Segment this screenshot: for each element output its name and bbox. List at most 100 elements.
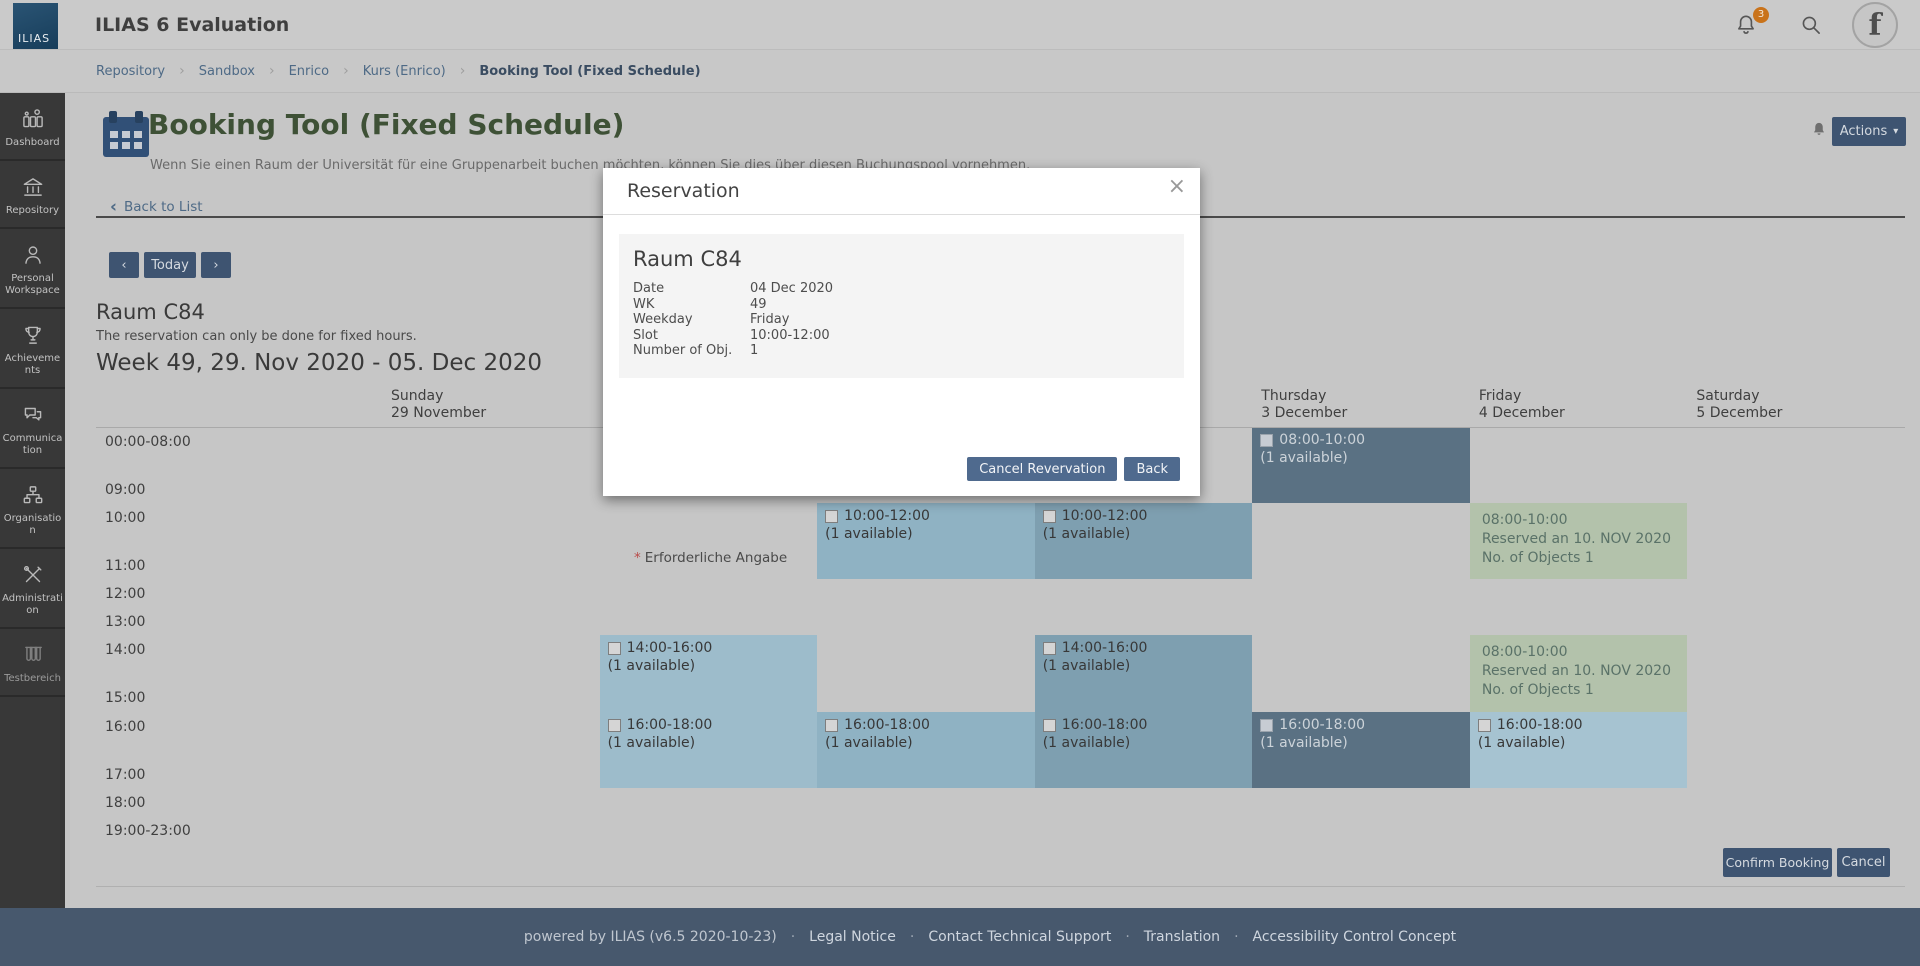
sidebar-item-dashboard[interactable]: Dashboard [0,93,65,161]
slot-time-label: 08:00-10:00 [1279,432,1366,448]
grid-corner-cell [96,386,382,427]
modal-field-row: WK 49 [633,297,1170,313]
slot-dark[interactable]: 16:00-18:00 (1 available) [1252,712,1470,788]
breadcrumb-link[interactable]: Repository [96,63,166,79]
slot-deep[interactable]: 16:00-18:00 (1 available) [1034,712,1253,788]
confirm-booking-button[interactable]: Confirm Booking [1723,848,1832,877]
day-name: Saturday [1696,388,1760,404]
sidebar-item-achievements[interactable]: Achievements [0,309,65,389]
breadcrumb-link[interactable]: Sandbox [198,63,255,79]
sidebar-item-testbereich[interactable]: Testbereich [0,629,65,697]
back-to-list-link[interactable]: ‹ Back to List [110,198,203,215]
modal-field-label: Number of Obj. [633,343,733,358]
slot-checkbox[interactable] [1042,641,1056,655]
slot-time-label: 16:00-18:00 [1279,717,1366,733]
slot-line: 08:00-10:00 [1481,644,1568,660]
slot-checkbox[interactable] [1042,718,1056,732]
slot-medium[interactable]: 10:00-12:00 (1 available) [817,503,1035,579]
slot-label-row: 08:00-10:00 [1260,432,1462,448]
slot-checkbox[interactable] [1260,433,1274,447]
page-title: Booking Tool (Fixed Schedule) [148,108,625,141]
slot-checkbox[interactable] [1477,718,1491,732]
cancel-reservation-button[interactable]: Cancel Revervation [967,457,1118,481]
breadcrumb-separator-icon: › [268,63,275,79]
room-note: The reservation can only be done for fix… [96,329,417,344]
sidebar-item-label: Testbereich [4,673,61,684]
slot-checkbox[interactable] [1042,509,1056,523]
sidebar-item-communication[interactable]: Communication [0,389,65,469]
time-label: 18:00 [105,795,146,811]
slot-deep[interactable]: 10:00-12:00 (1 available) [1034,503,1253,579]
actions-button[interactable]: Actions ▾ [1832,117,1906,146]
slot-medium[interactable]: 16:00-18:00 (1 available) [817,712,1035,788]
sidebar-item-label: Repository [5,205,60,216]
caret-down-icon: ▾ [1893,126,1899,137]
slot-checkbox[interactable] [825,509,839,523]
sidebar-item-administration[interactable]: Administration [0,549,65,629]
footer-separator: · [1125,929,1130,945]
modal-field-label: Slot [633,327,658,343]
slot-checkbox[interactable] [607,718,621,732]
slot-checkbox[interactable] [1260,718,1274,732]
slot-line: Reserved an 10. NOV 2020 [1481,663,1671,679]
footer-separator: · [790,929,796,945]
slot-time-label: 16:00-18:00 [844,717,930,733]
day-header: Sunday 29 November [382,386,600,427]
communication-icon [2,402,63,428]
slot-time-label: 16:00-18:00 [1496,717,1583,733]
object-notification-bell-icon[interactable] [1809,120,1829,140]
day-header: Saturday 5 December [1687,386,1905,427]
slot-checkbox[interactable] [825,718,839,732]
sidebar-item-label: Achievements [4,353,61,376]
close-icon[interactable]: × [1167,174,1186,199]
search-icon[interactable] [1798,12,1824,38]
modal-header: Reservation [603,168,1200,215]
back-button[interactable]: Back [1124,457,1180,481]
slot-availability: (1 available) [607,658,696,674]
slot-label-row: 14:00-16:00 [1042,640,1245,656]
modal-field-label: Weekday [633,312,693,327]
day-header: Thursday 3 December [1252,386,1470,427]
footer-link-translation[interactable]: Translation [1143,929,1221,945]
slot-dark[interactable]: 08:00-10:00 (1 available) [1252,427,1470,503]
slot-light[interactable]: 14:00-16:00 (1 available) [599,635,818,712]
slot-availability: (1 available) [1260,735,1348,751]
sidebar-item-personal-workspace[interactable]: Personal Workspace [0,229,65,309]
slot-checkbox[interactable] [607,641,621,655]
modal-field-value: Friday [750,312,790,327]
today-button[interactable]: Today [144,252,196,278]
week-title: Week 49, 29. Nov 2020 - 05. Dec 2020 [96,350,542,376]
sidebar-item-repository[interactable]: Repository [0,161,65,229]
administration-icon [2,562,63,588]
breadcrumb-link[interactable]: Kurs (Enrico) [362,63,446,79]
slot-deep[interactable]: 14:00-16:00 (1 available) [1034,635,1253,712]
slot-label-row: 16:00-18:00 [1477,717,1680,733]
time-label: 16:00 [105,719,146,735]
sidebar-item-label: Personal Workspace [5,273,60,296]
next-week-button[interactable]: › [201,252,231,278]
modal-room-title: Raum C84 [633,247,742,271]
required-note: * Erforderliche Angabe [634,550,788,566]
slot-light[interactable]: 16:00-18:00 (1 available) [599,712,818,788]
footer-link-accessibility-control-concept[interactable]: Accessibility Control Concept [1252,929,1457,945]
footer-link-contact-technical-support[interactable]: Contact Technical Support [928,929,1112,945]
notifications-bell-icon[interactable] [1733,12,1759,38]
user-avatar[interactable]: f [1852,2,1898,48]
slot-reserved: 08:00-10:00 Reserved an 10. NOV 2020 No. o… [1469,503,1688,579]
breadcrumb-separator-icon: › [459,63,466,79]
reservation-modal: Reservation × Raum C84 Date 04 Dec 2020 WK… [603,168,1200,566]
room-title: Raum C84 [96,300,205,324]
slot-label-row: 10:00-12:00 [1042,508,1245,524]
slot-frilight[interactable]: 16:00-18:00 (1 available) [1469,712,1688,788]
time-label: 14:00 [105,642,146,658]
ilias-logo[interactable]: ILIAS [13,3,58,49]
time-label: 09:00 [105,482,146,498]
footer-link-legal-notice[interactable]: Legal Notice [809,929,896,945]
previous-week-button[interactable]: ‹ [109,252,139,278]
breadcrumb-link[interactable]: Enrico [288,63,330,79]
sidebar-item-organisation[interactable]: Organisation [0,469,65,549]
modal-field-row: Date 04 Dec 2020 [633,281,1170,297]
time-label: 11:00 [105,558,146,574]
slot-time-label: 14:00-16:00 [1061,640,1148,656]
cancel-button[interactable]: Cancel [1837,848,1890,877]
